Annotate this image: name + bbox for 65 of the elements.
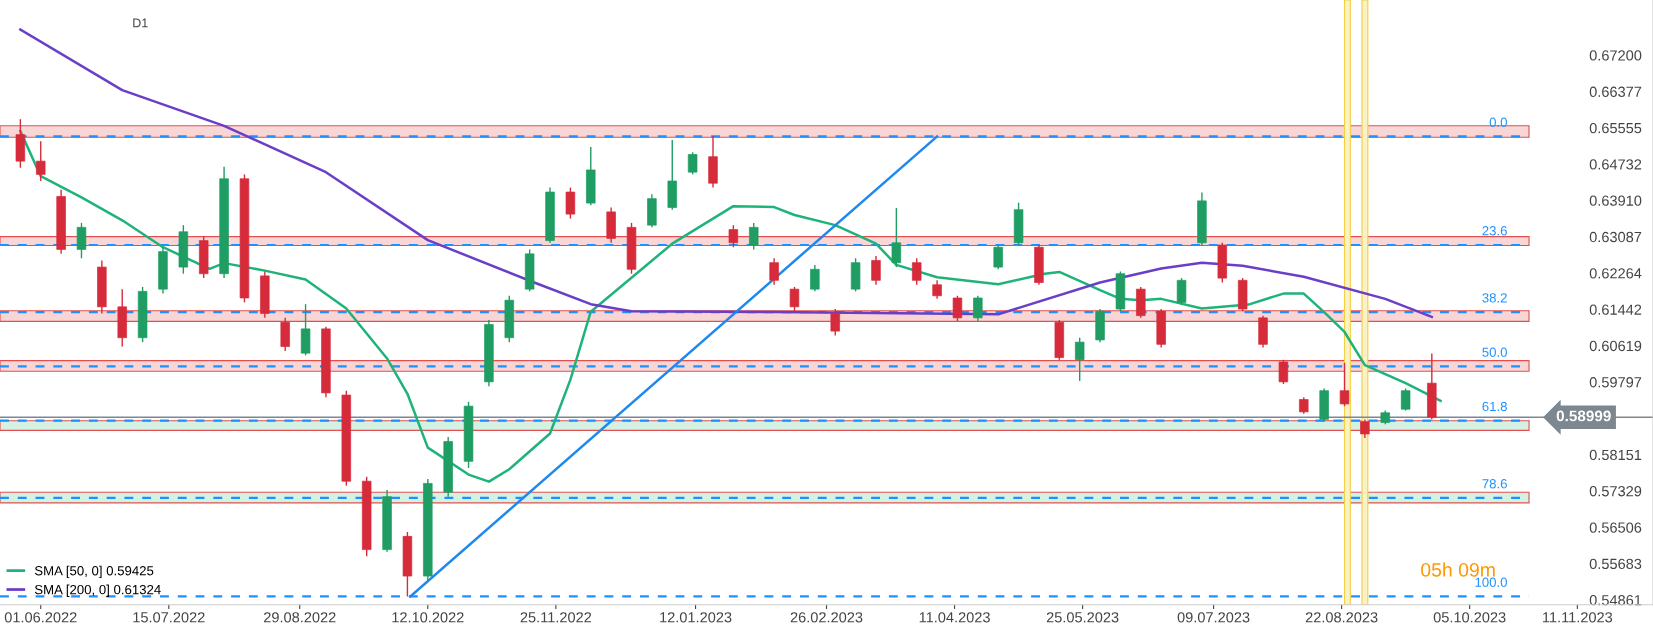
annotation: 05h 09m (1421, 562, 1495, 577)
line-series (19, 129, 1442, 483)
candlestick (1176, 277, 1187, 306)
y-tick-label: 0.66377 (1589, 86, 1642, 97)
x-tick-label: 01.06.2022 (4, 612, 77, 623)
candlestick (1074, 337, 1085, 382)
annotation: 78.6 (1482, 479, 1507, 489)
x-tick-label: 12.01.2023 (660, 612, 732, 623)
candlestick (1278, 359, 1289, 385)
y-tick-label: 0.56506 (1589, 522, 1642, 533)
x-tick-label: 25.11.2022 (520, 612, 592, 623)
candlestick (1400, 387, 1411, 412)
y-tick-label: 0.65555 (1589, 122, 1642, 134)
annotation: 61.8 (1482, 401, 1507, 412)
x-tick-label: 11.04.2023 (919, 612, 990, 623)
y-tick-label: 0.61442 (1589, 304, 1642, 315)
y-tick-label: 0.63087 (1589, 231, 1642, 243)
candlestick (932, 279, 942, 300)
candlestick (728, 224, 739, 248)
x-tick-label: 05.10.2023 (1433, 612, 1506, 623)
y-tick-label: 0.55683 (1589, 558, 1642, 570)
y-tick-label: 0.67200 (1589, 50, 1642, 61)
candlestick (1339, 362, 1350, 407)
candlestick (993, 244, 1003, 270)
x-tick-label: 25.05.2023 (1046, 612, 1119, 623)
x-tick-label: 26.02.2023 (790, 612, 863, 623)
y-tick-label: 0.64732 (1589, 159, 1642, 170)
y-tick-label: 0.54861 (1589, 595, 1642, 606)
candlestick (36, 140, 46, 182)
annotation: 50.0 (1482, 347, 1507, 357)
candlestick (565, 186, 576, 220)
candlestick (76, 222, 87, 259)
x-tick-label: 11.11.2023 (1543, 612, 1613, 623)
candlestick (912, 257, 922, 286)
legend-label: SMA [50, 0] 0.59425 (34, 565, 154, 578)
candlestick (952, 295, 963, 322)
annotation: 0.0 (1489, 117, 1507, 127)
y-tick-label: 0.57329 (1589, 486, 1642, 497)
legend-label: SMA [200, 0] 0.61324 (34, 584, 161, 597)
annotation: 100.0 (1475, 577, 1507, 587)
y-tick-label: 0.58151 (1589, 449, 1642, 461)
candlestick (891, 207, 902, 268)
line-series (19, 28, 1434, 319)
candlestick (973, 295, 983, 322)
candlestick (749, 222, 759, 251)
annotation: D1 (133, 18, 148, 28)
candlestick (871, 255, 881, 286)
candlestick (1360, 418, 1370, 439)
candlestick (687, 151, 698, 176)
candlestick (830, 308, 840, 337)
y-tick-label: 0.60619 (1589, 340, 1642, 352)
y-tick-label: 0.62264 (1589, 268, 1642, 279)
y-tick-label: 0.63910 (1589, 195, 1642, 206)
ref-line-label: 0.58999 (1556, 410, 1611, 422)
annotation: 38.2 (1482, 293, 1507, 303)
x-tick-label: 29.08.2022 (264, 612, 336, 623)
candlestick (789, 286, 800, 312)
x-tick-label: 09.07.2023 (1177, 612, 1250, 623)
x-tick-label: 15.07.2022 (133, 612, 205, 623)
y-tick-label: 0.59797 (1589, 377, 1642, 388)
x-tick-label: 22.08.2023 (1305, 612, 1378, 623)
x-tick-label: 12.10.2022 (392, 612, 464, 623)
candlestick (810, 264, 820, 293)
candlestick (769, 257, 779, 286)
annotation: 23.6 (1482, 226, 1507, 236)
